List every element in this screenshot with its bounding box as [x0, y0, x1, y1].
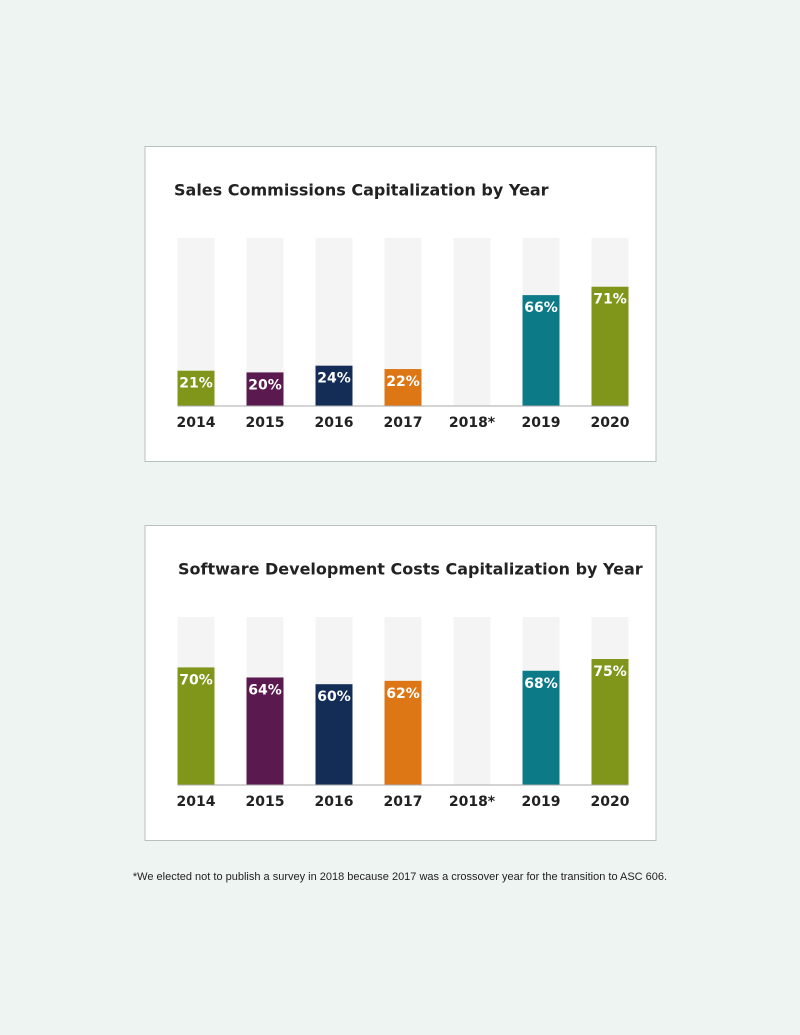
bar [246, 677, 284, 785]
x-tick-label: 2016 [315, 415, 354, 431]
x-tick-label: 2017 [384, 794, 423, 810]
x-tick-label: 2018* [449, 415, 496, 431]
bar [384, 680, 422, 785]
value-label: 20% [248, 377, 282, 393]
x-tick-label: 2019 [522, 415, 561, 431]
bar [177, 667, 215, 785]
chart-title: Software Development Costs Capitalizatio… [178, 560, 643, 579]
chart-title: Sales Commissions Capitalization by Year [174, 181, 549, 200]
bar-track [453, 238, 491, 406]
x-tick-label: 2020 [591, 415, 630, 431]
value-label: 71% [593, 292, 627, 308]
bar [315, 684, 353, 785]
bar [315, 365, 353, 406]
bar [522, 295, 560, 406]
value-label: 60% [317, 689, 351, 705]
value-label: 66% [524, 300, 558, 316]
value-label: 21% [179, 376, 213, 392]
x-tick-label: 2017 [384, 415, 423, 431]
bar [384, 369, 422, 406]
bar [246, 372, 284, 406]
x-tick-label: 2014 [177, 415, 216, 431]
value-label: 22% [386, 374, 420, 390]
x-tick-label: 2014 [177, 794, 216, 810]
value-label: 62% [386, 686, 420, 702]
value-label: 70% [179, 672, 213, 688]
value-label: 24% [317, 371, 351, 387]
x-tick-label: 2015 [246, 415, 285, 431]
x-tick-label: 2020 [591, 794, 630, 810]
bar [591, 659, 629, 785]
value-label: 64% [248, 682, 282, 698]
bar [177, 370, 215, 406]
bar-track [453, 617, 491, 785]
value-label: 75% [593, 664, 627, 680]
x-tick-label: 2016 [315, 794, 354, 810]
x-tick-label: 2019 [522, 794, 561, 810]
footnote: *We elected not to publish a survey in 2… [133, 871, 667, 883]
x-tick-label: 2018* [449, 794, 496, 810]
bar [522, 670, 560, 785]
value-label: 68% [524, 676, 558, 692]
bar [591, 286, 629, 406]
x-tick-label: 2015 [246, 794, 285, 810]
